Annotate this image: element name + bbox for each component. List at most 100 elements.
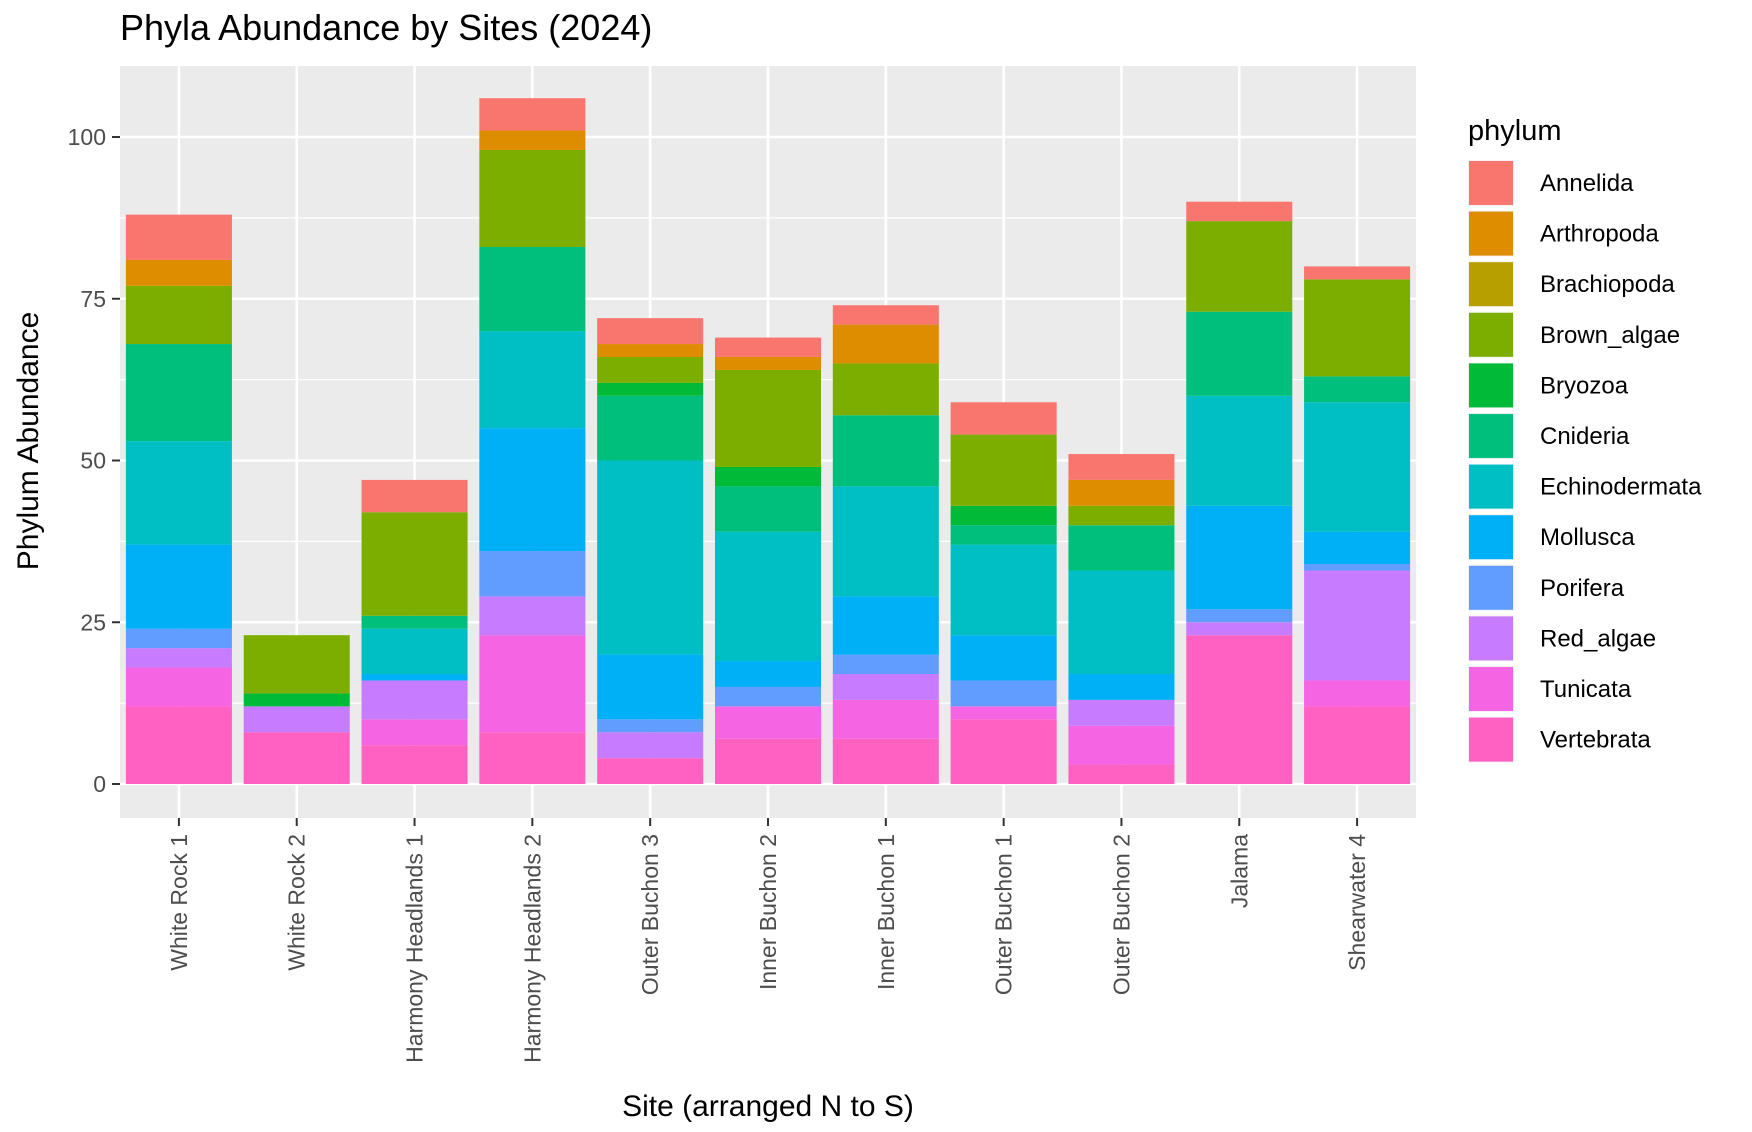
bars: [125, 98, 1411, 784]
bar-segment-porifera: [479, 551, 586, 597]
plot-panel: [120, 66, 1416, 818]
bar-segment-vertebrata: [950, 719, 1057, 784]
x-tick-label: Harmony Headlands 1: [402, 834, 428, 1063]
bar-segment-porifera: [597, 719, 704, 733]
bar-segment-brown-algae: [243, 635, 350, 694]
bar-segment-vertebrata: [243, 732, 350, 784]
bar-segment-brown-algae: [1304, 279, 1411, 377]
y-tick-label: 75: [80, 286, 106, 312]
x-tick-label: Inner Buchon 2: [755, 834, 781, 990]
bar-segment-annelida: [361, 479, 468, 513]
legend-label: Echinodermata: [1540, 474, 1702, 501]
x-tick-label: Harmony Headlands 2: [519, 834, 545, 1063]
bar-segment-tunicata: [832, 699, 939, 739]
bar-segment-mollusca: [1186, 505, 1293, 610]
bar-segment-vertebrata: [832, 738, 939, 784]
legend-key-swatch: [1469, 211, 1513, 256]
bar-segment-red-algae: [832, 674, 939, 700]
bar-segment-porifera: [1186, 609, 1293, 623]
legend-key-swatch: [1469, 464, 1513, 509]
bar-segment-porifera: [125, 628, 232, 649]
bar-segment-red-algae: [125, 648, 232, 668]
bar-segment-tunicata: [950, 706, 1057, 720]
bar-segment-vertebrata: [1068, 764, 1175, 784]
bar-segment-cnideria: [832, 415, 939, 487]
bar-segment-mollusca: [597, 654, 704, 720]
bar-segment-mollusca: [714, 661, 822, 687]
bar-segment-annelida: [832, 305, 939, 325]
y-tick-label: 50: [80, 448, 106, 474]
legend-key-swatch: [1469, 717, 1513, 762]
x-tick-label: Outer Buchon 1: [991, 834, 1017, 995]
bar-segment-echinodermata: [1068, 570, 1175, 675]
bar-segment-mollusca: [950, 635, 1057, 681]
bar-segment-echinodermata: [832, 486, 939, 597]
legend-label: Cnideria: [1540, 423, 1630, 450]
legend: phylum Annelida Arthropoda Brachiopoda Brow…: [1468, 115, 1702, 763]
bar-segment-arthropoda: [832, 324, 939, 364]
bar-segment-cnideria: [125, 344, 232, 442]
x-axis-title: Site (arranged N to S): [622, 1090, 914, 1123]
legend-key-swatch: [1469, 616, 1513, 661]
bar-segment-annelida: [125, 214, 232, 260]
legend-key-swatch: [1469, 262, 1513, 307]
bar-segment-vertebrata: [714, 738, 822, 784]
bar-segment-mollusca: [361, 674, 468, 681]
bar-segment-vertebrata: [1304, 706, 1411, 784]
bar-segment-tunicata: [479, 635, 586, 733]
legend-key-swatch: [1469, 312, 1513, 357]
bar-segment-porifera: [1304, 564, 1411, 571]
bar-segment-arthropoda: [125, 259, 232, 286]
legend-label: Mollusca: [1540, 524, 1635, 551]
bar-segment-annelida: [714, 337, 822, 357]
bar-segment-cnideria: [1068, 525, 1175, 571]
bar-segment-tunicata: [361, 719, 468, 746]
bar-segment-annelida: [1186, 201, 1293, 222]
bar-segment-arthropoda: [714, 356, 822, 370]
bar-segment-bryozoa: [597, 382, 704, 396]
legend-title: phylum: [1468, 115, 1562, 147]
bar-segment-tunicata: [125, 667, 232, 707]
legend-label: Brachiopoda: [1540, 271, 1675, 298]
bar-segment-cnideria: [950, 525, 1057, 545]
bar-segment-red-algae: [1186, 622, 1293, 636]
bar-segment-mollusca: [125, 544, 232, 629]
legend-label: Bryozoa: [1540, 372, 1629, 399]
bar-segment-red-algae: [597, 732, 704, 759]
legend-label: Arthropoda: [1540, 221, 1659, 248]
bar-segment-annelida: [479, 98, 586, 131]
y-tick-label: 100: [68, 124, 106, 150]
bar-segment-brown-algae: [479, 149, 586, 247]
bar-segment-cnideria: [597, 395, 704, 461]
bar-segment-cnideria: [361, 615, 468, 629]
legend-label: Porifera: [1540, 575, 1625, 602]
bar-segment-echinodermata: [714, 531, 822, 662]
bar-segment-echinodermata: [950, 544, 1057, 636]
x-tick-label: Shearwater 4: [1344, 834, 1370, 971]
bar-segment-bryozoa: [950, 505, 1057, 526]
legend-key-swatch: [1469, 515, 1513, 560]
bar-segment-mollusca: [832, 596, 939, 655]
legend-label: Vertebrata: [1540, 727, 1651, 754]
legend-key-swatch: [1469, 414, 1513, 458]
legend-key-swatch: [1469, 667, 1513, 711]
x-tick-label: Outer Buchon 3: [637, 834, 663, 995]
bar-segment-echinodermata: [361, 628, 468, 675]
bar-segment-mollusca: [1304, 531, 1411, 565]
bar-segment-bryozoa: [714, 466, 822, 487]
bar-segment-arthropoda: [597, 344, 704, 357]
bar-segment-vertebrata: [597, 758, 704, 784]
legend-label: Annelida: [1540, 170, 1634, 197]
bar-segment-red-algae: [243, 706, 350, 733]
legend-key-swatch: [1469, 565, 1513, 610]
x-tick-label: Outer Buchon 2: [1108, 834, 1134, 995]
legend-label: Brown_algae: [1540, 322, 1680, 349]
bar-segment-echinodermata: [1304, 402, 1411, 532]
bar-segment-brown-algae: [950, 434, 1057, 506]
bar-segment-brown-algae: [361, 512, 468, 616]
bar-segment-vertebrata: [1186, 635, 1293, 784]
bar-segment-red-algae: [1068, 699, 1175, 726]
bar-segment-mollusca: [479, 428, 586, 552]
bar-segment-echinodermata: [1186, 395, 1293, 506]
